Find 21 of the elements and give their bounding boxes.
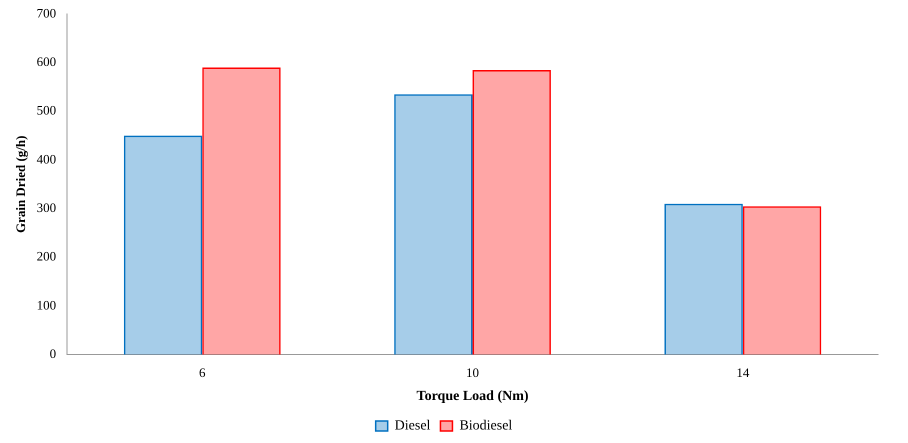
x-tick-label: 14	[736, 364, 750, 380]
x-tick-label: 6	[199, 364, 206, 380]
y-tick-label: 500	[36, 102, 56, 118]
y-tick-label: 300	[36, 200, 56, 216]
bar	[664, 204, 743, 355]
y-tick-label: 0	[50, 346, 56, 362]
bar	[394, 94, 473, 355]
y-tick-label: 700	[36, 5, 56, 20]
x-axis-title: Torque Load (Nm)	[416, 389, 529, 404]
bar	[742, 206, 822, 355]
y-tick-label: 400	[36, 151, 56, 166]
y-tick-label: 100	[36, 297, 56, 312]
bar	[124, 136, 202, 355]
y-tick-label: 200	[36, 248, 56, 264]
bar	[202, 68, 281, 355]
legend-label: Biodiesel	[459, 418, 512, 434]
y-tick-label: 600	[36, 54, 56, 70]
bar	[472, 70, 551, 355]
y-axis-title: Grain Dried (g/h)	[13, 136, 28, 234]
legend-label: Diesel	[394, 418, 431, 434]
x-tick-label: 10	[466, 364, 480, 380]
